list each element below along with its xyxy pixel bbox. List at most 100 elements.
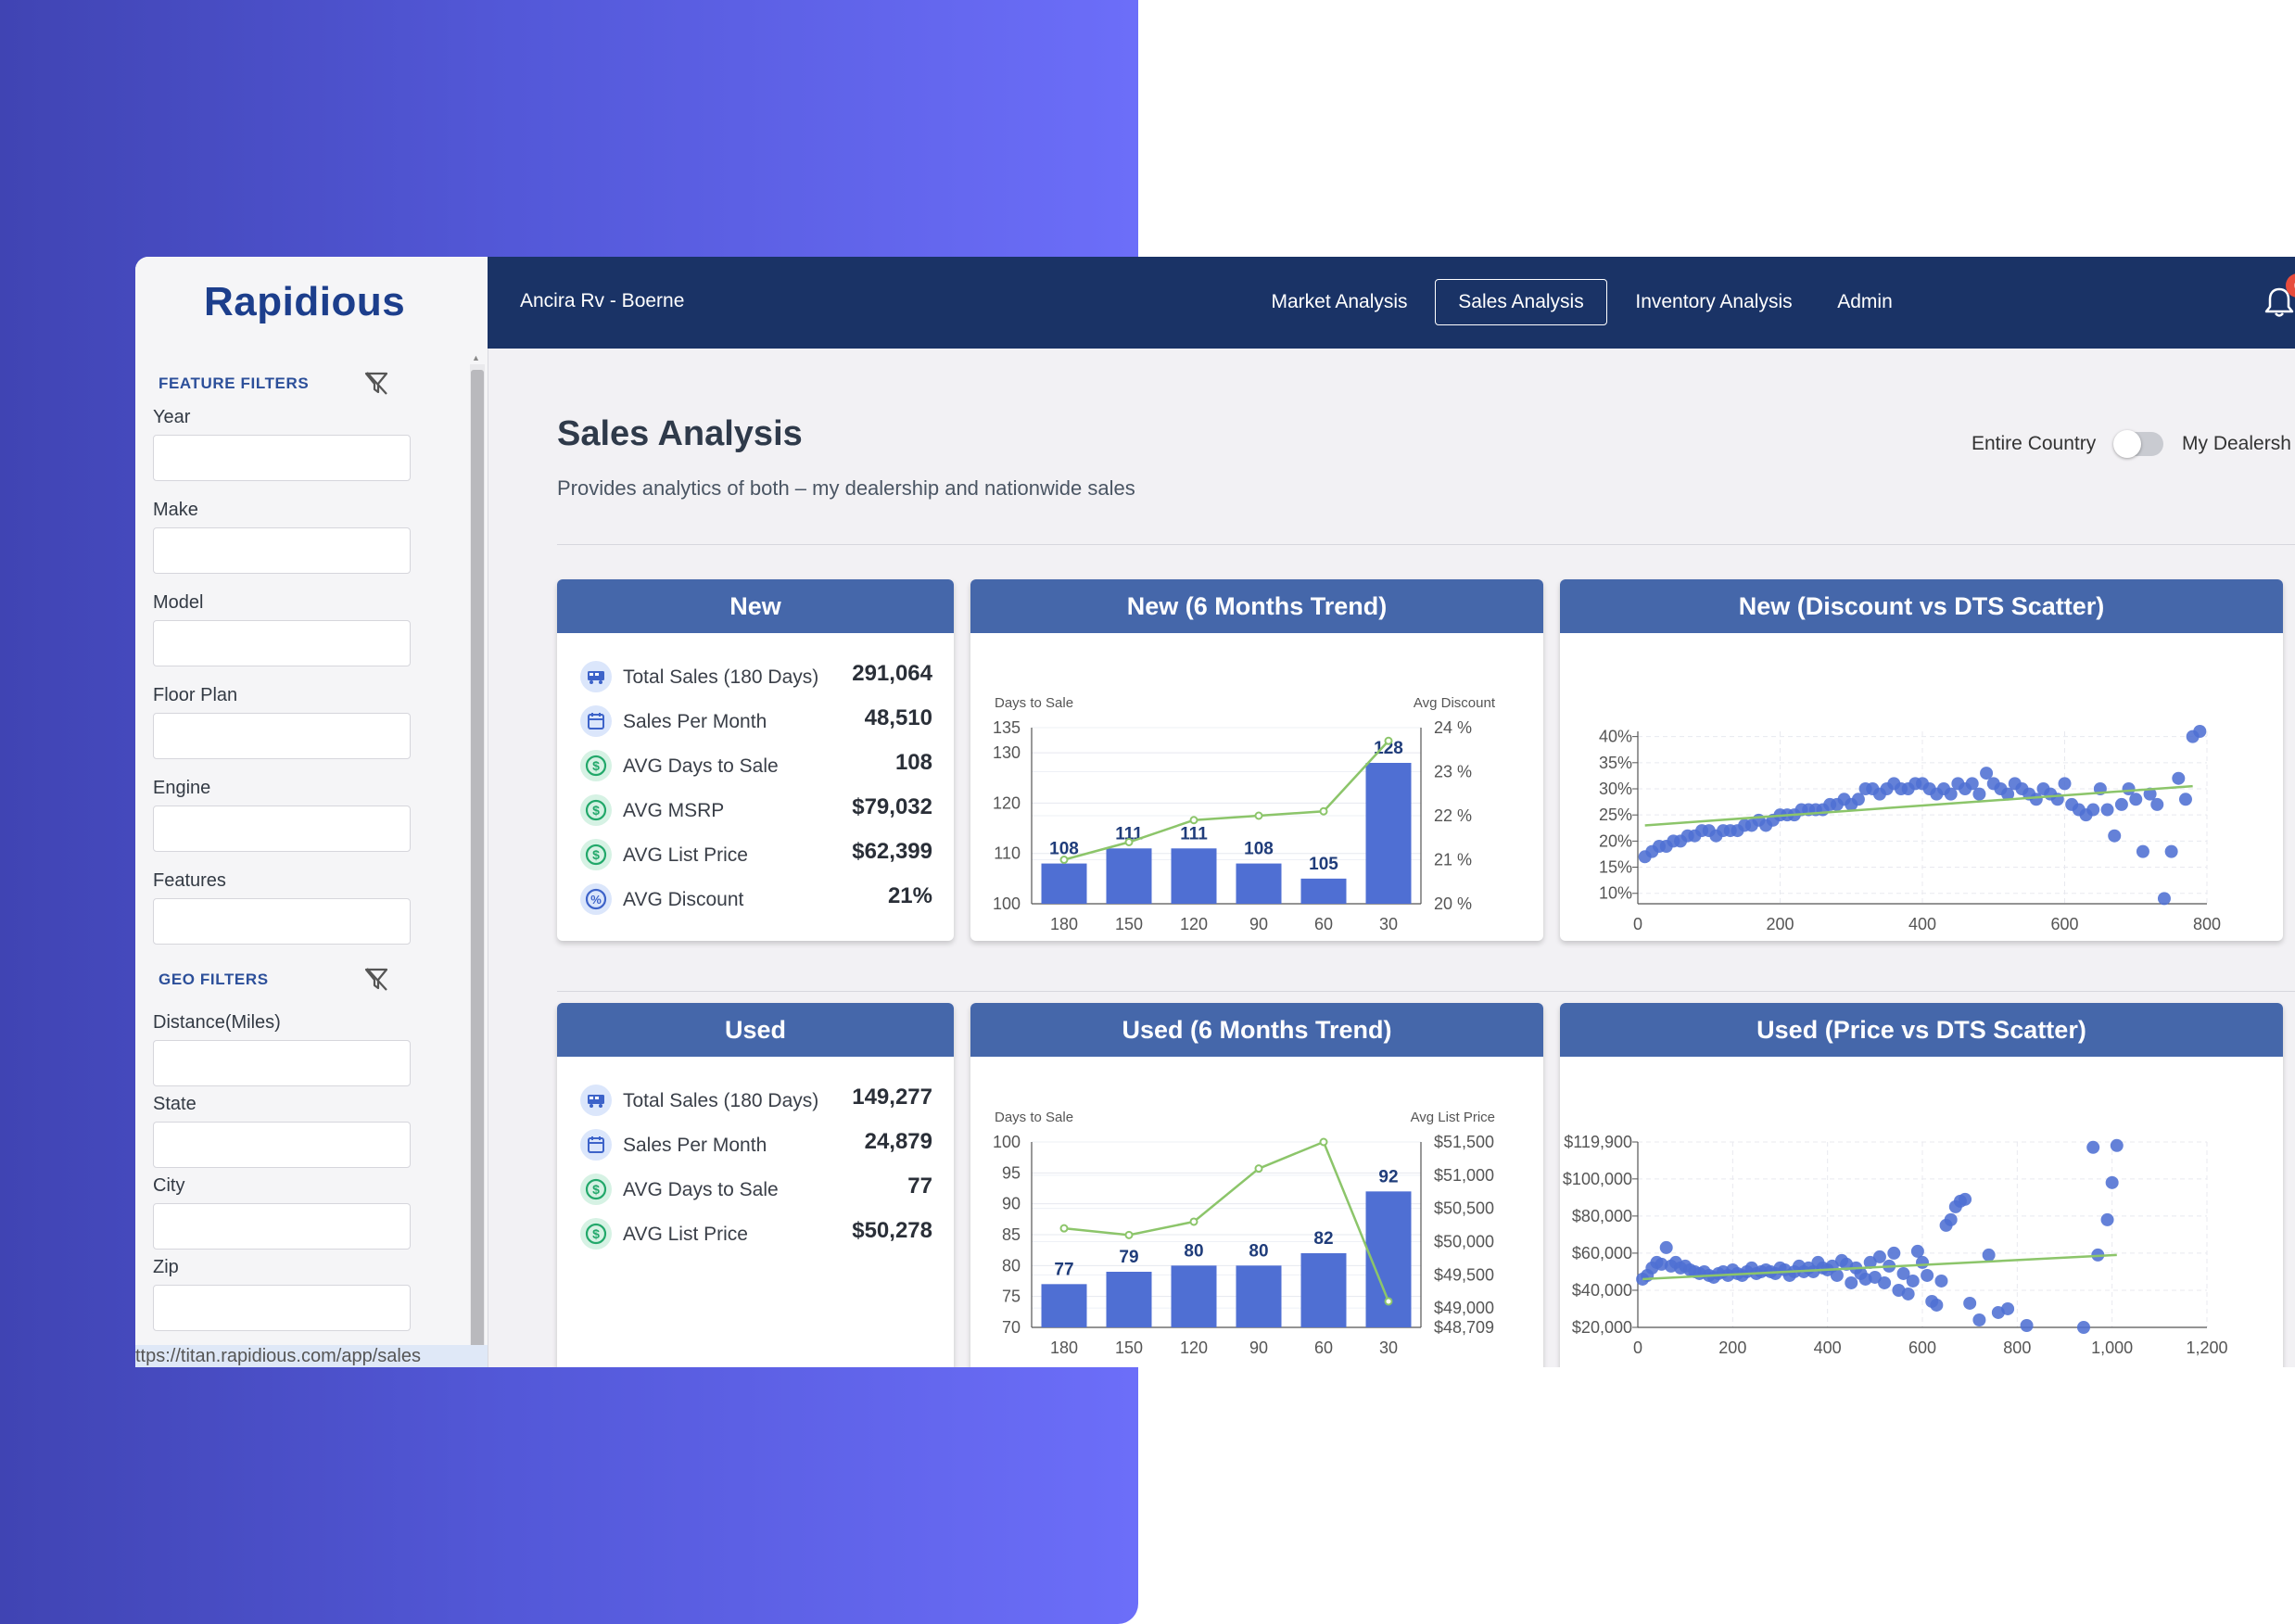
scatter-point	[1896, 1266, 1910, 1280]
x-tick-label: 30	[1379, 915, 1398, 933]
x-tick-label: 180	[1050, 915, 1078, 933]
y2-tick-label: 24 %	[1434, 718, 1472, 737]
bar	[1171, 1265, 1217, 1327]
dollar-icon: $	[580, 750, 612, 781]
svg-text:$: $	[592, 847, 600, 862]
scroll-up-arrow[interactable]: ▲	[472, 353, 480, 362]
stat-label: Sales Per Month	[623, 711, 767, 732]
stat-row: Sales Per Month 48,510	[580, 702, 932, 739]
toggle-label-entire-country[interactable]: Entire Country	[1972, 433, 2097, 454]
svg-text:$: $	[592, 758, 600, 773]
nav-inventory-analysis[interactable]: Inventory Analysis	[1635, 291, 1793, 312]
scatter-point	[2178, 793, 2192, 806]
filter-input-model[interactable]	[153, 620, 411, 666]
stat-value: $50,278	[852, 1218, 932, 1243]
scatter-point	[1916, 1255, 1929, 1269]
filter-input-floor-plan[interactable]	[153, 713, 411, 759]
nav-market-analysis[interactable]: Market Analysis	[1271, 291, 1408, 312]
y-tick-label: 95	[1002, 1163, 1021, 1182]
scatter-point	[2105, 1175, 2119, 1189]
bar	[1041, 1284, 1087, 1327]
x-tick-label: 600	[1908, 1339, 1936, 1357]
geo-filters-heading: GEO FILTERS	[158, 971, 269, 988]
y-tick-label: $100,000	[1563, 1170, 1632, 1188]
y-tick-label: 135	[993, 718, 1021, 737]
bar-value-label: 108	[1049, 840, 1079, 859]
filter-input-engine[interactable]	[153, 806, 411, 852]
scatter-point	[1906, 1274, 1920, 1288]
scatter-point	[2129, 793, 2143, 806]
filter-input-city[interactable]	[153, 1203, 411, 1250]
x-tick-label: 60	[1314, 915, 1333, 933]
notification-bell-icon[interactable]	[2261, 285, 2295, 322]
stat-value: 21%	[887, 883, 932, 908]
scatter-point	[2110, 1138, 2124, 1152]
sidebar-scrollbar-thumb[interactable]	[471, 370, 484, 1352]
scatter-point	[1930, 1298, 1944, 1312]
filter-input-zip[interactable]	[153, 1285, 411, 1331]
bar-value-label: 128	[1374, 739, 1403, 758]
scope-toggle-knob[interactable]	[2113, 430, 2141, 458]
trend-line	[1644, 784, 2193, 827]
bar	[1236, 1265, 1282, 1327]
scatter-point	[1921, 1268, 1934, 1282]
scatter-point	[2172, 771, 2186, 785]
x-tick-label: 400	[1908, 915, 1936, 933]
svg-text:$: $	[592, 1182, 600, 1197]
x-tick-label: 200	[1766, 915, 1794, 933]
card-title: Used (6 Months Trend)	[970, 1003, 1543, 1057]
calendar-icon	[580, 1129, 612, 1161]
filter-label: City	[153, 1175, 185, 1196]
filter-input-make[interactable]	[153, 527, 411, 574]
y-tick-label: $80,000	[1572, 1207, 1632, 1225]
x-tick-label: 800	[2003, 1339, 2031, 1357]
scatter-point	[2136, 844, 2149, 858]
clear-geo-filters-icon[interactable]	[362, 965, 390, 993]
x-tick-label: 200	[1718, 1339, 1746, 1357]
stat-label: AVG MSRP	[623, 800, 725, 821]
bar-value-label: 80	[1249, 1241, 1268, 1261]
filter-input-features[interactable]	[153, 898, 411, 945]
scatter-point	[2020, 1318, 2034, 1332]
card-title: New (Discount vs DTS Scatter)	[1560, 579, 2283, 633]
feature-filters-heading: FEATURE FILTERS	[158, 374, 310, 392]
section-divider	[557, 544, 2295, 545]
y-tick-label: 70	[1002, 1318, 1021, 1337]
card-title: Used (Price vs DTS Scatter)	[1560, 1003, 2283, 1057]
clear-feature-filters-icon[interactable]	[362, 369, 390, 397]
percent-icon: %	[580, 883, 612, 915]
y2-tick-label: $50,000	[1434, 1232, 1494, 1250]
scatter-point	[1944, 787, 1958, 801]
x-tick-label: 150	[1115, 1339, 1143, 1357]
trend-point	[1254, 1164, 1263, 1174]
y-tick-label: 25%	[1599, 806, 1632, 824]
y2-tick-label: 23 %	[1434, 763, 1472, 781]
bar-value-label: 80	[1184, 1241, 1203, 1261]
filter-input-distance-miles[interactable]	[153, 1040, 411, 1086]
scatter-point	[1959, 1192, 1972, 1206]
filter-label: Floor Plan	[153, 685, 238, 705]
dealer-name[interactable]: Ancira Rv - Boerne	[520, 290, 685, 311]
y-axis-label: Days to Sale	[995, 695, 1073, 711]
y-tick-label: 10%	[1599, 884, 1632, 903]
filter-label: Year	[153, 407, 191, 427]
stat-row: $ AVG Days to Sale 108	[580, 746, 932, 783]
filter-label: Features	[153, 870, 226, 891]
stat-label: Sales Per Month	[623, 1135, 767, 1156]
filter-input-year[interactable]	[153, 435, 411, 481]
toggle-label-my-dealership[interactable]: My Dealersh	[2182, 433, 2291, 454]
scatter-point	[2150, 797, 2164, 811]
svg-text:%: %	[590, 893, 602, 907]
rapidious-logo[interactable]: Rapidious	[204, 270, 426, 335]
nav-sales-analysis[interactable]: Sales Analysis	[1435, 279, 1607, 325]
nav-admin[interactable]: Admin	[1837, 291, 1893, 312]
x-tick-label: 1,000	[2091, 1339, 2133, 1357]
trend-point	[1254, 811, 1263, 820]
bar-value-label: 77	[1054, 1260, 1073, 1279]
dollar-icon: $	[580, 794, 612, 826]
x-tick-label: 90	[1249, 915, 1268, 933]
new-scatter-card: New (Discount vs DTS Scatter) 10% 15% 20% 2…	[1560, 579, 2283, 941]
filter-input-state[interactable]	[153, 1122, 411, 1168]
card-title: Used	[557, 1003, 954, 1057]
scatter-point	[1982, 1248, 1996, 1262]
